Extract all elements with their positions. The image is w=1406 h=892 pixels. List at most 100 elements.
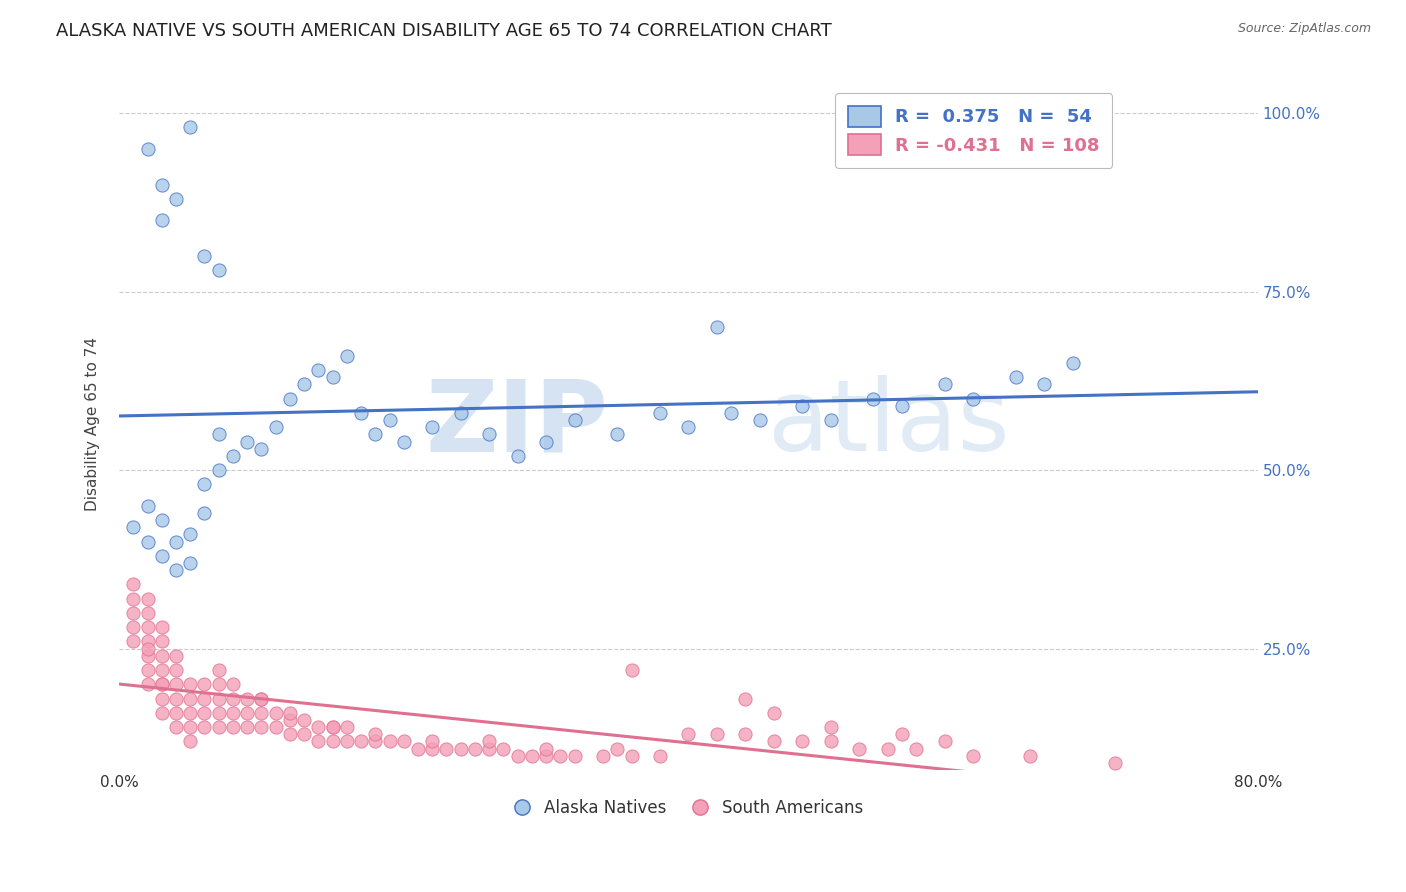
Point (364, 727, 387, 741)
Point (734, 727, 756, 741)
Point (250, 691, 273, 706)
Point (364, 734, 387, 748)
Point (165, 677, 187, 691)
Point (122, 634, 145, 648)
Point (336, 349, 359, 363)
Point (420, 420, 443, 434)
Point (720, 406, 742, 420)
Point (534, 741, 557, 756)
Point (150, 634, 173, 648)
Point (136, 606, 159, 620)
Point (606, 427, 628, 442)
Point (905, 741, 928, 756)
Point (236, 691, 259, 706)
Point (564, 413, 586, 427)
Point (179, 677, 201, 691)
Point (150, 663, 173, 677)
Point (264, 420, 287, 434)
Point (820, 413, 842, 427)
Point (820, 734, 842, 748)
Point (876, 741, 898, 756)
Point (378, 734, 401, 748)
Point (450, 741, 472, 756)
Point (193, 691, 215, 706)
Point (292, 377, 315, 392)
Point (193, 720, 215, 734)
Point (450, 406, 472, 420)
Point (150, 677, 173, 691)
Point (934, 734, 956, 748)
Point (208, 720, 231, 734)
Point (264, 720, 287, 734)
Point (506, 449, 529, 463)
Point (1104, 756, 1126, 770)
Point (606, 741, 628, 756)
Point (292, 727, 315, 741)
Point (592, 748, 614, 763)
Point (378, 413, 401, 427)
Point (550, 748, 572, 763)
Point (350, 406, 373, 420)
Point (165, 706, 187, 720)
Point (136, 663, 159, 677)
Point (648, 748, 671, 763)
Point (250, 442, 273, 456)
Point (165, 663, 187, 677)
Point (236, 706, 259, 720)
Point (179, 527, 201, 541)
Point (136, 648, 159, 663)
Point (165, 691, 187, 706)
Point (962, 748, 984, 763)
Point (322, 734, 344, 748)
Point (165, 720, 187, 734)
Point (179, 720, 201, 734)
Point (678, 727, 700, 741)
Point (1019, 748, 1042, 763)
Point (322, 720, 344, 734)
Point (136, 677, 159, 691)
Point (150, 213, 173, 227)
Point (122, 620, 145, 634)
Point (748, 413, 770, 427)
Point (208, 663, 231, 677)
Point (236, 434, 259, 449)
Point (150, 549, 173, 563)
Point (179, 706, 201, 720)
Point (506, 748, 529, 763)
Point (307, 720, 329, 734)
Point (706, 727, 728, 741)
Point (322, 370, 344, 384)
Point (122, 577, 145, 591)
Point (122, 606, 145, 620)
Point (136, 641, 159, 656)
Text: atlas: atlas (768, 376, 1010, 472)
Point (962, 392, 984, 406)
Y-axis label: Disability Age 65 to 74: Disability Age 65 to 74 (86, 336, 100, 511)
Point (208, 463, 231, 477)
Point (150, 691, 173, 706)
Point (1005, 370, 1028, 384)
Point (250, 720, 273, 734)
Point (292, 713, 315, 727)
Point (250, 706, 273, 720)
Point (193, 506, 215, 520)
Point (179, 691, 201, 706)
Point (706, 320, 728, 334)
Point (150, 677, 173, 691)
Point (848, 741, 870, 756)
Point (520, 748, 543, 763)
Point (278, 392, 301, 406)
Point (208, 427, 231, 442)
Point (1033, 377, 1056, 392)
Point (222, 677, 245, 691)
Point (762, 706, 785, 720)
Point (307, 363, 329, 377)
Point (934, 377, 956, 392)
Point (136, 534, 159, 549)
Point (278, 706, 301, 720)
Point (165, 534, 187, 549)
Point (208, 691, 231, 706)
Point (478, 741, 501, 756)
Point (250, 691, 273, 706)
Point (193, 677, 215, 691)
